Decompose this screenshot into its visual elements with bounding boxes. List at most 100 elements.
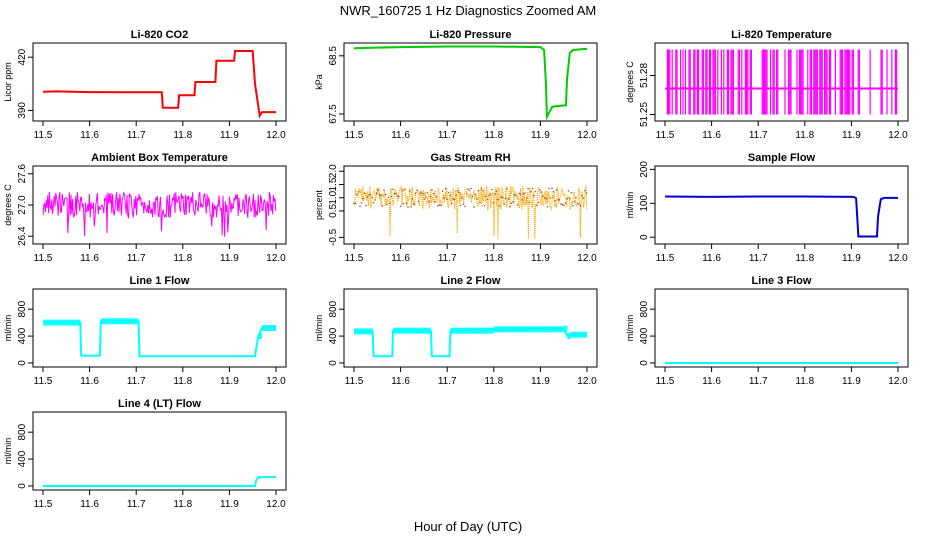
series-point [459, 204, 462, 207]
series-point [413, 203, 415, 205]
panel-title: Line 2 Flow [441, 275, 501, 287]
x-tick-label: 11.8 [173, 499, 192, 510]
series-point [501, 196, 504, 199]
chart-panel: Sample Flow 11.5 11.6 11.7 11.8 11.9 12.0 0 100 2… [625, 152, 909, 264]
series-point [471, 195, 474, 198]
series-point [456, 189, 459, 192]
series-point [398, 195, 400, 198]
series-point [489, 193, 492, 195]
y-tick-label: -0.5 [328, 228, 339, 246]
y-axis-label: ml/min [625, 315, 635, 342]
y-axis-label: ml/min [625, 192, 635, 219]
series-point [579, 205, 582, 207]
series-point [536, 204, 538, 206]
x-tick-label: 11.5 [34, 253, 53, 264]
series-point [449, 194, 451, 197]
series-point [531, 187, 534, 190]
x-tick-label: 11.5 [656, 376, 675, 387]
y-tick-label: 0 [639, 360, 650, 366]
series-point [393, 192, 396, 195]
series-point [432, 193, 435, 195]
series-point [362, 197, 364, 200]
series-point [455, 194, 457, 197]
series-noise [450, 327, 494, 334]
series-point [555, 189, 558, 191]
series-point [444, 187, 447, 190]
x-tick-label: 11.5 [34, 499, 53, 510]
series-point [540, 191, 543, 193]
series-point [473, 206, 475, 208]
y-tick-label: 0.5 [328, 204, 339, 218]
series-point [525, 197, 528, 199]
x-tick-label: 12.0 [266, 376, 286, 387]
x-tick-label: 12.0 [577, 376, 597, 387]
series-point [486, 198, 489, 201]
x-tick-label: 11.9 [842, 376, 861, 387]
series-point [495, 190, 498, 193]
x-tick-label: 12.0 [266, 253, 286, 264]
y-tick-label: 800 [17, 423, 28, 440]
x-tick-label: 11.9 [531, 376, 550, 387]
x-tick-label: 12.0 [888, 253, 908, 264]
series-point [411, 198, 414, 200]
series-point [557, 198, 559, 201]
x-tick-label: 11.8 [795, 130, 814, 141]
panel-data [665, 49, 898, 115]
x-tick-label: 11.7 [127, 499, 146, 510]
series-point [417, 200, 420, 203]
figure-xlabel: Hour of Day (UTC) [414, 519, 522, 534]
series-point [440, 204, 442, 207]
x-tick-label: 11.6 [702, 253, 721, 264]
series-point [384, 193, 387, 196]
series-point [578, 203, 580, 205]
panel-frame [32, 42, 287, 122]
series-point [521, 198, 523, 201]
x-tick-label: 11.7 [127, 376, 146, 387]
series-point [401, 189, 403, 192]
series-noise [493, 326, 564, 333]
series-line [353, 184, 588, 239]
x-tick-label: 11.8 [484, 253, 503, 264]
y-tick-label: 0 [328, 360, 339, 366]
chart-panel: Line 2 Flow 11.5 11.6 11.7 11.8 11.9 12.0 0 400 8… [314, 275, 598, 387]
chart-panel: Li-820 Temperature 11.5 11.6 11.7 11.8 11.9 12… [625, 29, 909, 141]
series-point [584, 189, 586, 192]
series-point [404, 188, 406, 190]
x-tick-label: 11.6 [80, 130, 99, 141]
chart-panel: Line 1 Flow 11.5 11.6 11.7 11.8 11.9 12.0 0 400 8… [3, 275, 287, 387]
series-point [396, 195, 399, 197]
x-tick-label: 11.8 [173, 376, 192, 387]
series-point [492, 201, 495, 204]
y-tick-label: 1.0 [328, 190, 339, 204]
series-point [425, 196, 427, 198]
series-line [43, 475, 277, 487]
series-point [389, 202, 391, 204]
series-point [378, 194, 381, 196]
y-tick-label: 0 [17, 483, 28, 489]
panel-frame [654, 42, 909, 122]
x-tick-label: 11.7 [749, 376, 768, 387]
y-axis-label: percent [314, 189, 324, 220]
series-point [533, 194, 535, 197]
panel-title: Li-820 CO2 [131, 29, 188, 41]
x-tick-label: 11.5 [345, 253, 364, 264]
x-tick-label: 11.9 [220, 253, 239, 264]
series-point [453, 198, 456, 201]
y-tick-label: 51.28 [639, 63, 650, 88]
series-point [518, 192, 520, 195]
series-point [423, 198, 426, 200]
series-point [582, 197, 585, 199]
series-point [534, 190, 537, 193]
series-point [503, 203, 505, 205]
panel-data [42, 191, 277, 237]
series-point [422, 192, 424, 195]
series-point [437, 204, 439, 207]
y-tick-label: 0 [639, 234, 650, 240]
series-point [483, 204, 486, 207]
series-point [450, 202, 453, 205]
y-axis-label: ml/min [3, 438, 13, 465]
panel-title: Li-820 Temperature [731, 29, 832, 41]
series-point [524, 192, 526, 194]
series-point [542, 195, 544, 197]
series-point [371, 196, 373, 199]
